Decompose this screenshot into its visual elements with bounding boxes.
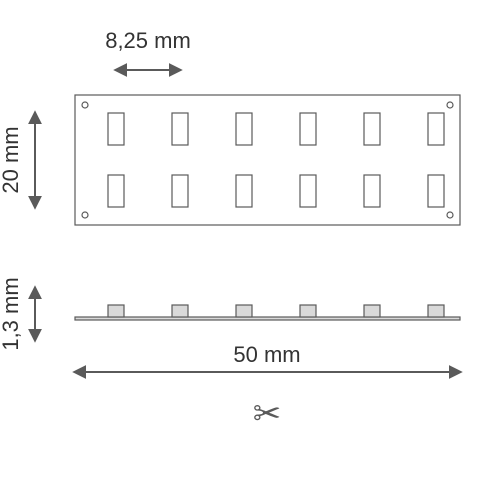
module-side: [172, 305, 188, 317]
module-side: [428, 305, 444, 317]
height-label: 20 mm: [0, 126, 23, 193]
module-side: [108, 305, 124, 317]
plate-side: [75, 317, 460, 320]
width-label: 50 mm: [233, 342, 300, 367]
scissors-icon: ✂: [253, 395, 282, 433]
pitch-label: 8,25 mm: [105, 28, 191, 53]
thickness-label: 1,3 mm: [0, 277, 23, 350]
module-side: [300, 305, 316, 317]
module-side: [364, 305, 380, 317]
module-side: [236, 305, 252, 317]
background: [0, 0, 500, 500]
